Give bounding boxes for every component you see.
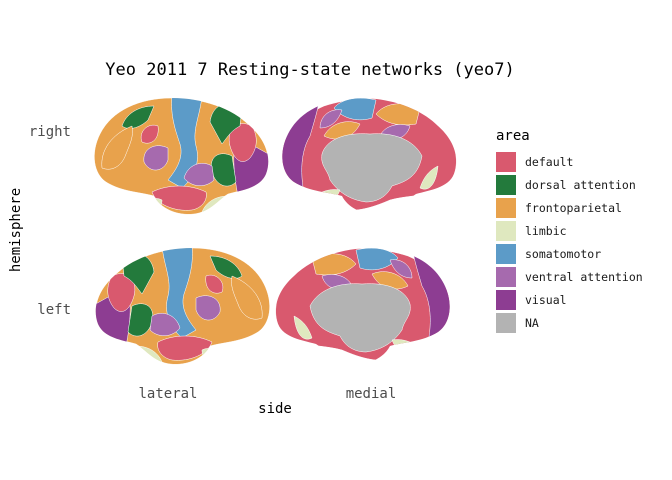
x-axis-label: side <box>258 401 292 417</box>
legend-label: ventral attention <box>525 269 643 284</box>
legend-items: default dorsal attention frontoparietal lim… <box>496 150 643 334</box>
legend-item: visual <box>496 288 643 311</box>
region-default <box>140 124 159 144</box>
region-ventral-attention <box>143 145 169 171</box>
x-tick-medial: medial <box>345 386 397 402</box>
legend-item: limbic <box>496 219 643 242</box>
region-default <box>205 274 224 294</box>
brain-medial-right <box>282 98 457 215</box>
legend-label: NA <box>525 315 539 330</box>
legend-label: default <box>525 154 574 169</box>
legend-label: frontoparietal <box>525 200 622 215</box>
legend-key <box>496 197 516 218</box>
region-ventral-attention <box>319 109 343 129</box>
legend: area default dorsal attention frontopariet… <box>496 128 643 334</box>
region-ventral-attention <box>389 259 413 279</box>
legend-key <box>496 312 516 333</box>
region-limbic <box>391 339 423 356</box>
legend-key <box>496 151 516 172</box>
brain-medial-left <box>275 248 450 365</box>
legend-title: area <box>496 128 530 144</box>
region-somatomotor <box>333 98 377 121</box>
y-tick-left: left <box>37 302 71 318</box>
legend-item: NA <box>496 311 643 334</box>
region-limbic <box>201 348 215 360</box>
legend-key <box>496 174 516 195</box>
region-na <box>321 133 423 203</box>
region-limbic <box>149 198 163 210</box>
region-limbic <box>293 315 313 340</box>
region-dorsal-attention <box>121 105 155 129</box>
region-frontoparietal <box>231 275 263 320</box>
region-ventral-attention <box>195 295 221 321</box>
legend-item: ventral attention <box>496 265 643 288</box>
legend-item: somatomotor <box>496 242 643 265</box>
legend-item: frontoparietal <box>496 196 643 219</box>
legend-key <box>496 220 516 241</box>
region-limbic <box>419 165 439 190</box>
region-ventral-attention <box>183 163 215 186</box>
region-ventral-attention <box>149 313 181 336</box>
region-default <box>157 335 213 361</box>
y-tick-right: right <box>28 124 71 140</box>
brain-lateral-right <box>94 98 269 215</box>
legend-key <box>496 266 516 287</box>
legend-item: dorsal attention <box>496 173 643 196</box>
region-somatomotor <box>355 248 399 271</box>
region-frontoparietal <box>101 125 133 170</box>
region-limbic <box>309 189 341 206</box>
legend-label: dorsal attention <box>525 177 636 192</box>
brain-lateral-left <box>95 248 270 365</box>
chart-title: Yeo 2011 7 Resting-state networks (yeo7) <box>105 60 515 80</box>
legend-item: default <box>496 150 643 173</box>
region-somatomotor <box>161 248 197 339</box>
region-somatomotor <box>167 98 203 189</box>
region-na <box>309 283 411 353</box>
region-dorsal-attention <box>209 255 243 279</box>
legend-key <box>496 289 516 310</box>
x-tick-lateral: lateral <box>138 386 198 402</box>
legend-label: limbic <box>525 223 567 238</box>
region-default <box>151 185 207 211</box>
legend-label: visual <box>525 292 567 307</box>
legend-label: somatomotor <box>525 246 602 261</box>
legend-key <box>496 243 516 264</box>
